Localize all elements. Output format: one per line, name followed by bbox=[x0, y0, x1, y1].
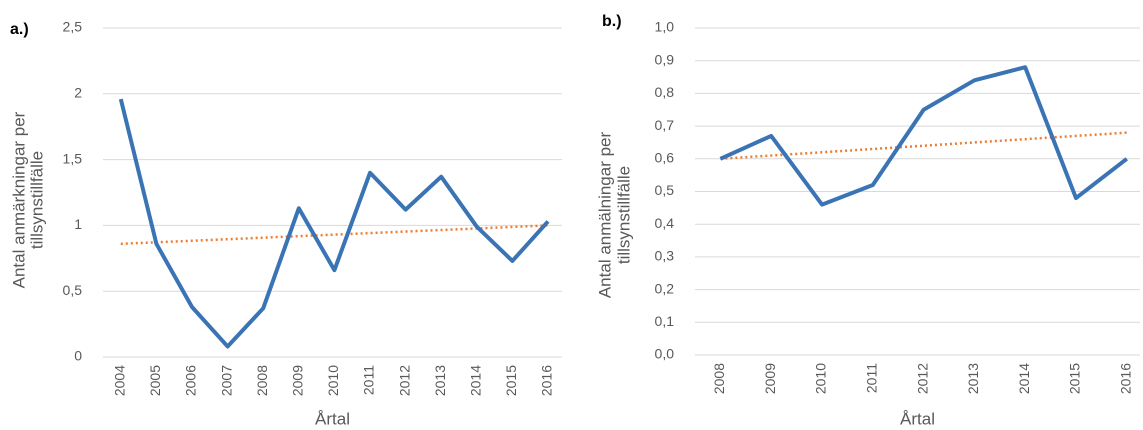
y-tick-label: 0,5 bbox=[63, 282, 83, 298]
line bbox=[719, 65, 1129, 207]
x-tick-label: 2013 bbox=[965, 363, 981, 394]
y-tick-label: 0 bbox=[74, 348, 82, 364]
y-axis-title: tillsynstillfälle bbox=[27, 151, 46, 249]
y-tick-label: 0,9 bbox=[655, 51, 675, 67]
x-tick-label: 2016 bbox=[1118, 363, 1134, 394]
y-tick-label: 0,4 bbox=[655, 215, 675, 231]
x-tick-label: 2014 bbox=[1016, 363, 1032, 394]
x-tick-label: 2006 bbox=[183, 365, 199, 396]
x-tick-label: 2008 bbox=[711, 363, 727, 394]
x-tick-label: 2005 bbox=[147, 365, 163, 396]
y-tick-label: 0,0 bbox=[655, 346, 675, 362]
line bbox=[118, 98, 550, 349]
x-tick-label: 2004 bbox=[112, 365, 128, 396]
y-tick-label: 0,1 bbox=[655, 313, 675, 329]
y-tick-label: 1 bbox=[74, 216, 82, 232]
y-tick-label: 0,2 bbox=[655, 280, 675, 296]
panel-label: b.) bbox=[602, 13, 622, 30]
x-tick-label: 2015 bbox=[503, 365, 519, 396]
y-tick-label: 2,5 bbox=[63, 19, 83, 35]
y-axis-title: Antal anmälningar per bbox=[595, 132, 614, 299]
x-tick-label: 2013 bbox=[432, 365, 448, 396]
trendline bbox=[720, 131, 1127, 161]
x-axis-title: Årtal bbox=[900, 409, 935, 428]
y-tick-label: 0,3 bbox=[655, 248, 675, 264]
y-tick-label: 1,0 bbox=[655, 19, 675, 35]
x-tick-label: 2010 bbox=[325, 365, 341, 396]
x-tick-label: 2015 bbox=[1067, 363, 1083, 394]
y-tick-label: 1,5 bbox=[63, 150, 83, 166]
x-tick-label: 2012 bbox=[914, 363, 930, 394]
y-axis-title: tillsynstillfälle bbox=[614, 166, 633, 264]
x-tick-label: 2009 bbox=[762, 363, 778, 394]
y-tick-label: 0,7 bbox=[655, 117, 675, 133]
y-tick-label: 2 bbox=[74, 85, 82, 101]
x-tick-label: 2012 bbox=[396, 365, 412, 396]
x-tick-label: 2010 bbox=[813, 363, 829, 394]
y-tick-label: 0,8 bbox=[655, 84, 675, 100]
x-tick-label: 2007 bbox=[218, 365, 234, 396]
x-tick-label: 2008 bbox=[254, 365, 270, 396]
x-tick-label: 2009 bbox=[290, 365, 306, 396]
panel-label: a.) bbox=[10, 21, 29, 38]
x-tick-label: 2011 bbox=[361, 365, 377, 395]
x-tick-label: 2014 bbox=[468, 365, 484, 396]
y-tick-label: 0,6 bbox=[655, 150, 675, 166]
x-tick-label: 2016 bbox=[539, 365, 555, 396]
x-axis-title: Årtal bbox=[315, 409, 350, 428]
x-tick-label: 2011 bbox=[864, 363, 880, 393]
y-axis-title: Antal anmärkningar per bbox=[9, 111, 28, 288]
y-tick-label: 0,5 bbox=[655, 182, 675, 198]
